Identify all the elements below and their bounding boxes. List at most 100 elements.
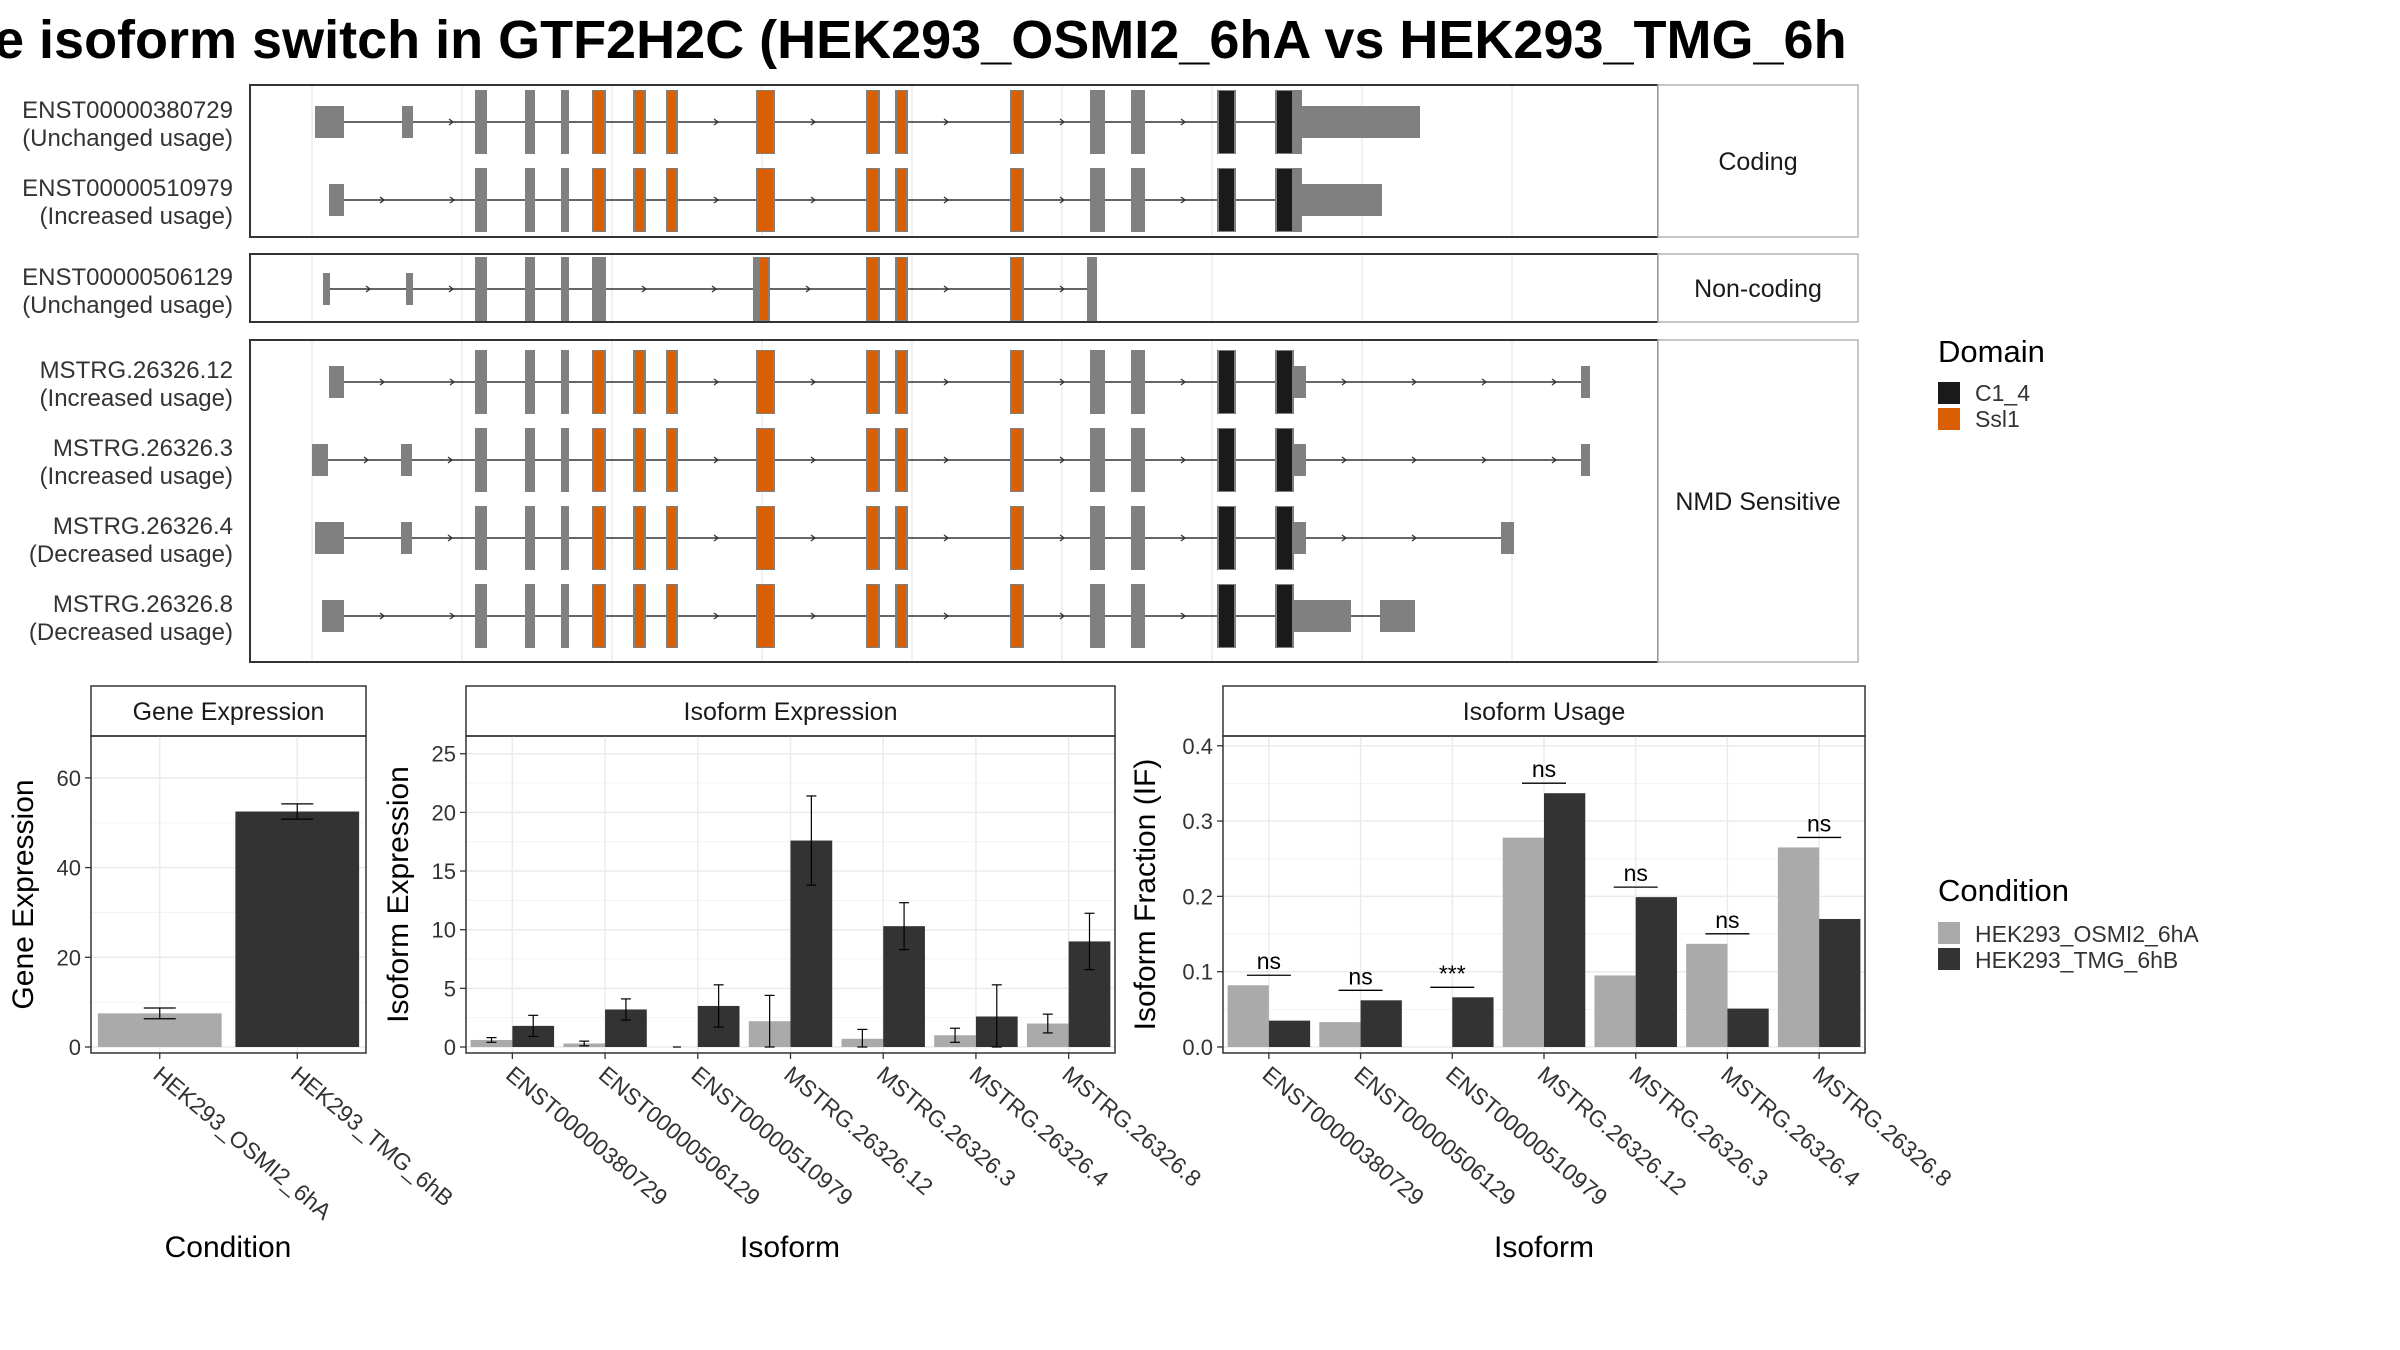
exon-cds bbox=[1131, 428, 1145, 492]
exon-utr bbox=[406, 273, 413, 305]
exon-utr bbox=[402, 106, 413, 138]
y-tick-label: 60 bbox=[57, 766, 81, 791]
exon-utr bbox=[1294, 444, 1306, 476]
y-tick-label: 0.2 bbox=[1182, 884, 1213, 909]
domain-C1_4 bbox=[1219, 91, 1234, 153]
domain-Ssl1 bbox=[760, 258, 768, 320]
domain-C1_4 bbox=[1277, 91, 1292, 153]
direction-arrow bbox=[379, 378, 386, 386]
domain-Ssl1 bbox=[668, 585, 676, 647]
direction-arrow bbox=[1411, 456, 1418, 464]
exon-cds bbox=[475, 584, 487, 648]
strip-box bbox=[1657, 84, 1859, 238]
exon-cds bbox=[561, 584, 569, 648]
bar-ENST00000510979-HEK293_TMG_6hB bbox=[1452, 997, 1494, 1047]
y-tick-label: 0.4 bbox=[1182, 734, 1213, 759]
direction-arrow bbox=[810, 378, 817, 386]
x-tick-label: ENST00000380729 bbox=[1258, 1061, 1430, 1211]
bar-charts: Gene Expression0204060HEK293_OSMI2_6hAHE… bbox=[7, 685, 1957, 1264]
direction-arrow bbox=[713, 456, 720, 464]
direction-arrow bbox=[449, 378, 456, 386]
strip-label: NMD Sensitive bbox=[1675, 488, 1840, 516]
direction-arrow bbox=[1551, 456, 1558, 464]
y-tick-label: 0.0 bbox=[1182, 1035, 1213, 1060]
domain-C1_4 bbox=[1277, 585, 1292, 647]
exon-cds bbox=[475, 90, 487, 154]
y-tick-label: 25 bbox=[432, 742, 456, 767]
facet-title: Isoform Usage bbox=[1463, 698, 1626, 726]
y-tick-label: 20 bbox=[57, 945, 81, 970]
transcript-id-label: MSTRG.26326.3 bbox=[53, 435, 233, 462]
exon-utr bbox=[1294, 366, 1306, 398]
domain-Ssl1 bbox=[1012, 169, 1022, 231]
exon-cds bbox=[1090, 350, 1105, 414]
direction-arrow bbox=[805, 285, 812, 293]
direction-arrow bbox=[810, 196, 817, 204]
domain-Ssl1 bbox=[897, 169, 906, 231]
exon-cds bbox=[1131, 584, 1145, 648]
bar-ENST00000380729-HEK293_OSMI2_6hA bbox=[1227, 985, 1269, 1047]
y-tick-label: 40 bbox=[57, 856, 81, 881]
direction-arrow bbox=[1481, 378, 1488, 386]
transcript-id-label: MSTRG.26326.12 bbox=[40, 357, 233, 384]
domain-Ssl1 bbox=[758, 585, 773, 647]
legend-label-Ssl1: Ssl1 bbox=[1975, 406, 2020, 432]
bar-MSTRG.26326.4-HEK293_OSMI2_6hA bbox=[1686, 943, 1728, 1047]
exon-utr bbox=[323, 273, 330, 305]
direction-arrow bbox=[943, 118, 950, 126]
direction-arrow bbox=[1341, 378, 1348, 386]
domain-C1_4 bbox=[1219, 507, 1234, 569]
domain-Ssl1 bbox=[1012, 429, 1022, 491]
exon-utr bbox=[1294, 600, 1351, 632]
significance-label: ns bbox=[1532, 756, 1556, 782]
direction-arrow bbox=[1180, 612, 1187, 620]
exon-cds bbox=[475, 257, 487, 321]
domain-Ssl1 bbox=[594, 429, 604, 491]
direction-arrow bbox=[943, 612, 950, 620]
domain-Ssl1 bbox=[1012, 585, 1022, 647]
transcript-MSTRG.26326.4 bbox=[315, 506, 1514, 570]
transcript-id-label: MSTRG.26326.4 bbox=[53, 513, 233, 540]
direction-arrow bbox=[447, 534, 454, 542]
direction-arrow bbox=[448, 285, 455, 293]
exon-utr bbox=[322, 600, 344, 632]
bar-ENST00000506129-HEK293_TMG_6hB bbox=[1360, 1000, 1402, 1047]
exon-utr bbox=[312, 444, 328, 476]
exon-utr bbox=[401, 522, 412, 554]
bar-MSTRG.26326.4-HEK293_TMG_6hB bbox=[1727, 1008, 1769, 1047]
transcript-id-label: ENST00000506129 bbox=[22, 264, 233, 291]
domain-C1_4 bbox=[1219, 351, 1234, 413]
domain-C1_4 bbox=[1277, 169, 1292, 231]
facet-title: Gene Expression bbox=[133, 698, 325, 726]
exon-utr bbox=[1294, 522, 1306, 554]
facet-title: Isoform Expression bbox=[684, 698, 898, 726]
figure-title: e isoform switch in GTF2H2C (HEK293_OSMI… bbox=[0, 10, 1847, 70]
x-tick-label: ENST00000506129 bbox=[594, 1061, 766, 1211]
direction-arrow bbox=[1180, 534, 1187, 542]
exon-utr bbox=[1581, 366, 1590, 398]
y-tick-label: 0 bbox=[444, 1035, 456, 1060]
exon-utr bbox=[1581, 444, 1590, 476]
exon-cds bbox=[475, 350, 487, 414]
transcript-MSTRG.26326.3 bbox=[312, 428, 1590, 492]
direction-arrow bbox=[943, 285, 950, 293]
facet-strip bbox=[90, 685, 367, 737]
exon-utr bbox=[1501, 522, 1514, 554]
direction-arrow bbox=[713, 534, 720, 542]
structure-panel-non-coding: Non-coding ENST00000506129(Unchanged usag… bbox=[22, 253, 1859, 323]
transcript-usage-label: (Unchanged usage) bbox=[22, 125, 233, 152]
transcript-usage-label: (Unchanged usage) bbox=[22, 292, 233, 319]
bar-ENST00000380729-HEK293_OSMI2_6hA bbox=[470, 1039, 513, 1047]
transcript-ENST00000510979 bbox=[329, 168, 1382, 232]
bar-ENST00000506129-HEK293_OSMI2_6hA bbox=[1319, 1022, 1361, 1047]
direction-arrow bbox=[1059, 285, 1066, 293]
direction-arrow bbox=[449, 196, 456, 204]
x-axis-title: Isoform bbox=[1494, 1231, 1594, 1264]
domain-Ssl1 bbox=[635, 351, 644, 413]
direction-arrow bbox=[713, 118, 720, 126]
y-tick-label: 20 bbox=[432, 800, 456, 825]
direction-arrow bbox=[1180, 118, 1187, 126]
domain-Ssl1 bbox=[635, 169, 644, 231]
domain-Ssl1 bbox=[758, 429, 773, 491]
